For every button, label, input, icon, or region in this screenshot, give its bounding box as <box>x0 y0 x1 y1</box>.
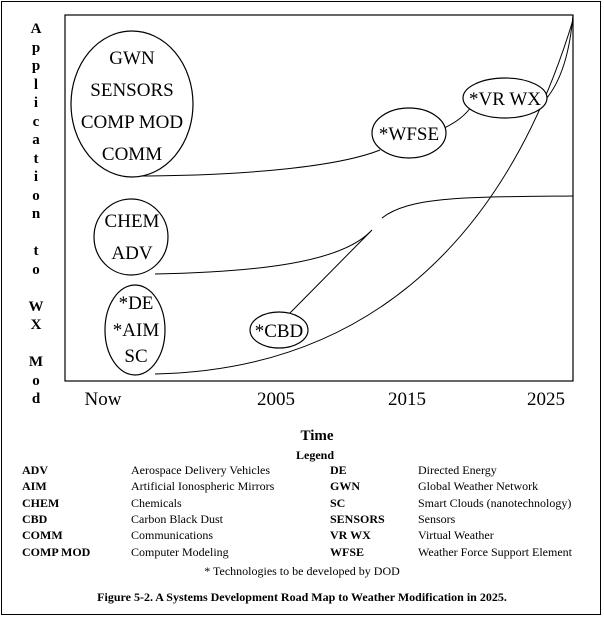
legend-desc: Virtual Weather <box>418 528 494 543</box>
legend-desc: Carbon Black Dust <box>131 511 223 526</box>
legend-desc: Smart Clouds (nanotechnology) <box>418 495 572 510</box>
legend-desc: Global Weather Network <box>418 479 539 494</box>
legend-abbr: CHEM <box>22 495 60 510</box>
y-axis-label-char: o <box>32 261 40 278</box>
legend-abbr: AIM <box>22 479 47 494</box>
legend-abbr: CBD <box>22 511 48 526</box>
node-label-wfse: *WFSE <box>379 124 439 145</box>
legend-abbr: VR WX <box>330 528 371 543</box>
wfse-ellipse <box>371 107 447 159</box>
node-label-comm: COMM <box>102 144 162 165</box>
legend-desc: Directed Energy <box>418 463 497 477</box>
y-axis-label-char: a <box>32 132 40 148</box>
legend-abbr: GWN <box>330 479 360 494</box>
y-axis-label-char: X <box>30 317 42 333</box>
middle-curve-2 <box>381 195 574 219</box>
y-axis-label-char: d <box>31 391 41 407</box>
legend-abbr: ADV <box>22 463 48 477</box>
legend-abbr: COMM <box>22 528 63 543</box>
y-axis-label-char: o <box>32 372 40 389</box>
y-axis-label-char: i <box>33 169 39 185</box>
node-label-vrwx: *VR WX <box>469 89 541 110</box>
legend-abbr: COMP MOD <box>22 544 91 559</box>
legend-desc: Artificial Ionospheric Mirrors <box>131 479 275 494</box>
node-label-comp-mod: COMP MOD <box>81 112 183 133</box>
y-axis-label-char: p <box>31 58 41 74</box>
node-label-aim: *AIM <box>113 320 160 341</box>
plot-box <box>64 14 574 382</box>
node-label-chem: CHEM <box>105 211 160 232</box>
x-tick-now: Now <box>85 389 122 410</box>
node-label-gwn: GWN <box>109 48 155 69</box>
legend-abbr: WFSE <box>330 544 365 559</box>
node-label-adv: ADV <box>111 243 152 264</box>
cbd-ellipse <box>249 311 309 349</box>
legend-desc: Chemicals <box>131 495 182 510</box>
node-label-sc: SC <box>124 346 147 367</box>
x-tick-2025: 2025 <box>527 389 565 410</box>
y-axis-label-char: i <box>33 95 39 111</box>
legend-abbr: DE <box>330 463 347 477</box>
x-tick-2015: 2015 <box>388 389 426 410</box>
x-tick-2005: 2005 <box>257 389 295 410</box>
y-axis-label-char: p <box>31 39 41 56</box>
y-axis-label-char: n <box>31 206 41 222</box>
y-axis-label-char: t <box>33 150 39 167</box>
legend-desc: Aerospace Delivery Vehicles <box>131 463 271 477</box>
node-label-de: *DE <box>119 293 154 314</box>
node-label-sensors: SENSORS <box>90 80 173 101</box>
x-axis-label: Time <box>300 428 333 444</box>
y-axis-label-char: A <box>30 21 42 37</box>
vrwx-ellipse <box>462 77 548 119</box>
footnote: * Technologies to be developed by DOD <box>204 564 400 578</box>
node-label-cbd: *CBD <box>255 321 304 342</box>
legend-desc: Communications <box>131 528 213 543</box>
top-curve-1 <box>129 149 381 177</box>
bottom-group-ellipse <box>104 284 166 376</box>
legend-title: Legend <box>295 448 334 462</box>
top-group-ellipse <box>70 30 194 178</box>
y-axis-label-char: M <box>28 354 44 370</box>
legend-desc: Sensors <box>418 511 456 526</box>
y-axis-label-char: W <box>28 298 44 315</box>
legend-desc: Weather Force Support Element <box>418 544 572 559</box>
middle-group-ellipse <box>93 198 169 276</box>
bottom-curve <box>154 19 574 375</box>
legend-desc: Computer Modeling <box>131 544 229 559</box>
legend-abbr: SENSORS <box>330 511 385 526</box>
y-axis-label-char: c <box>32 113 40 130</box>
y-axis-label-char: l <box>33 76 39 93</box>
top-curve-3 <box>545 14 574 100</box>
figure-caption: Figure 5-2. A Systems Development Road M… <box>97 590 507 604</box>
middle-curve-1 <box>154 231 371 275</box>
y-axis-label-char: o <box>32 187 40 204</box>
legend-abbr: SC <box>330 495 346 510</box>
cbd-link <box>287 229 373 316</box>
y-axis-label-char: t <box>33 243 39 259</box>
